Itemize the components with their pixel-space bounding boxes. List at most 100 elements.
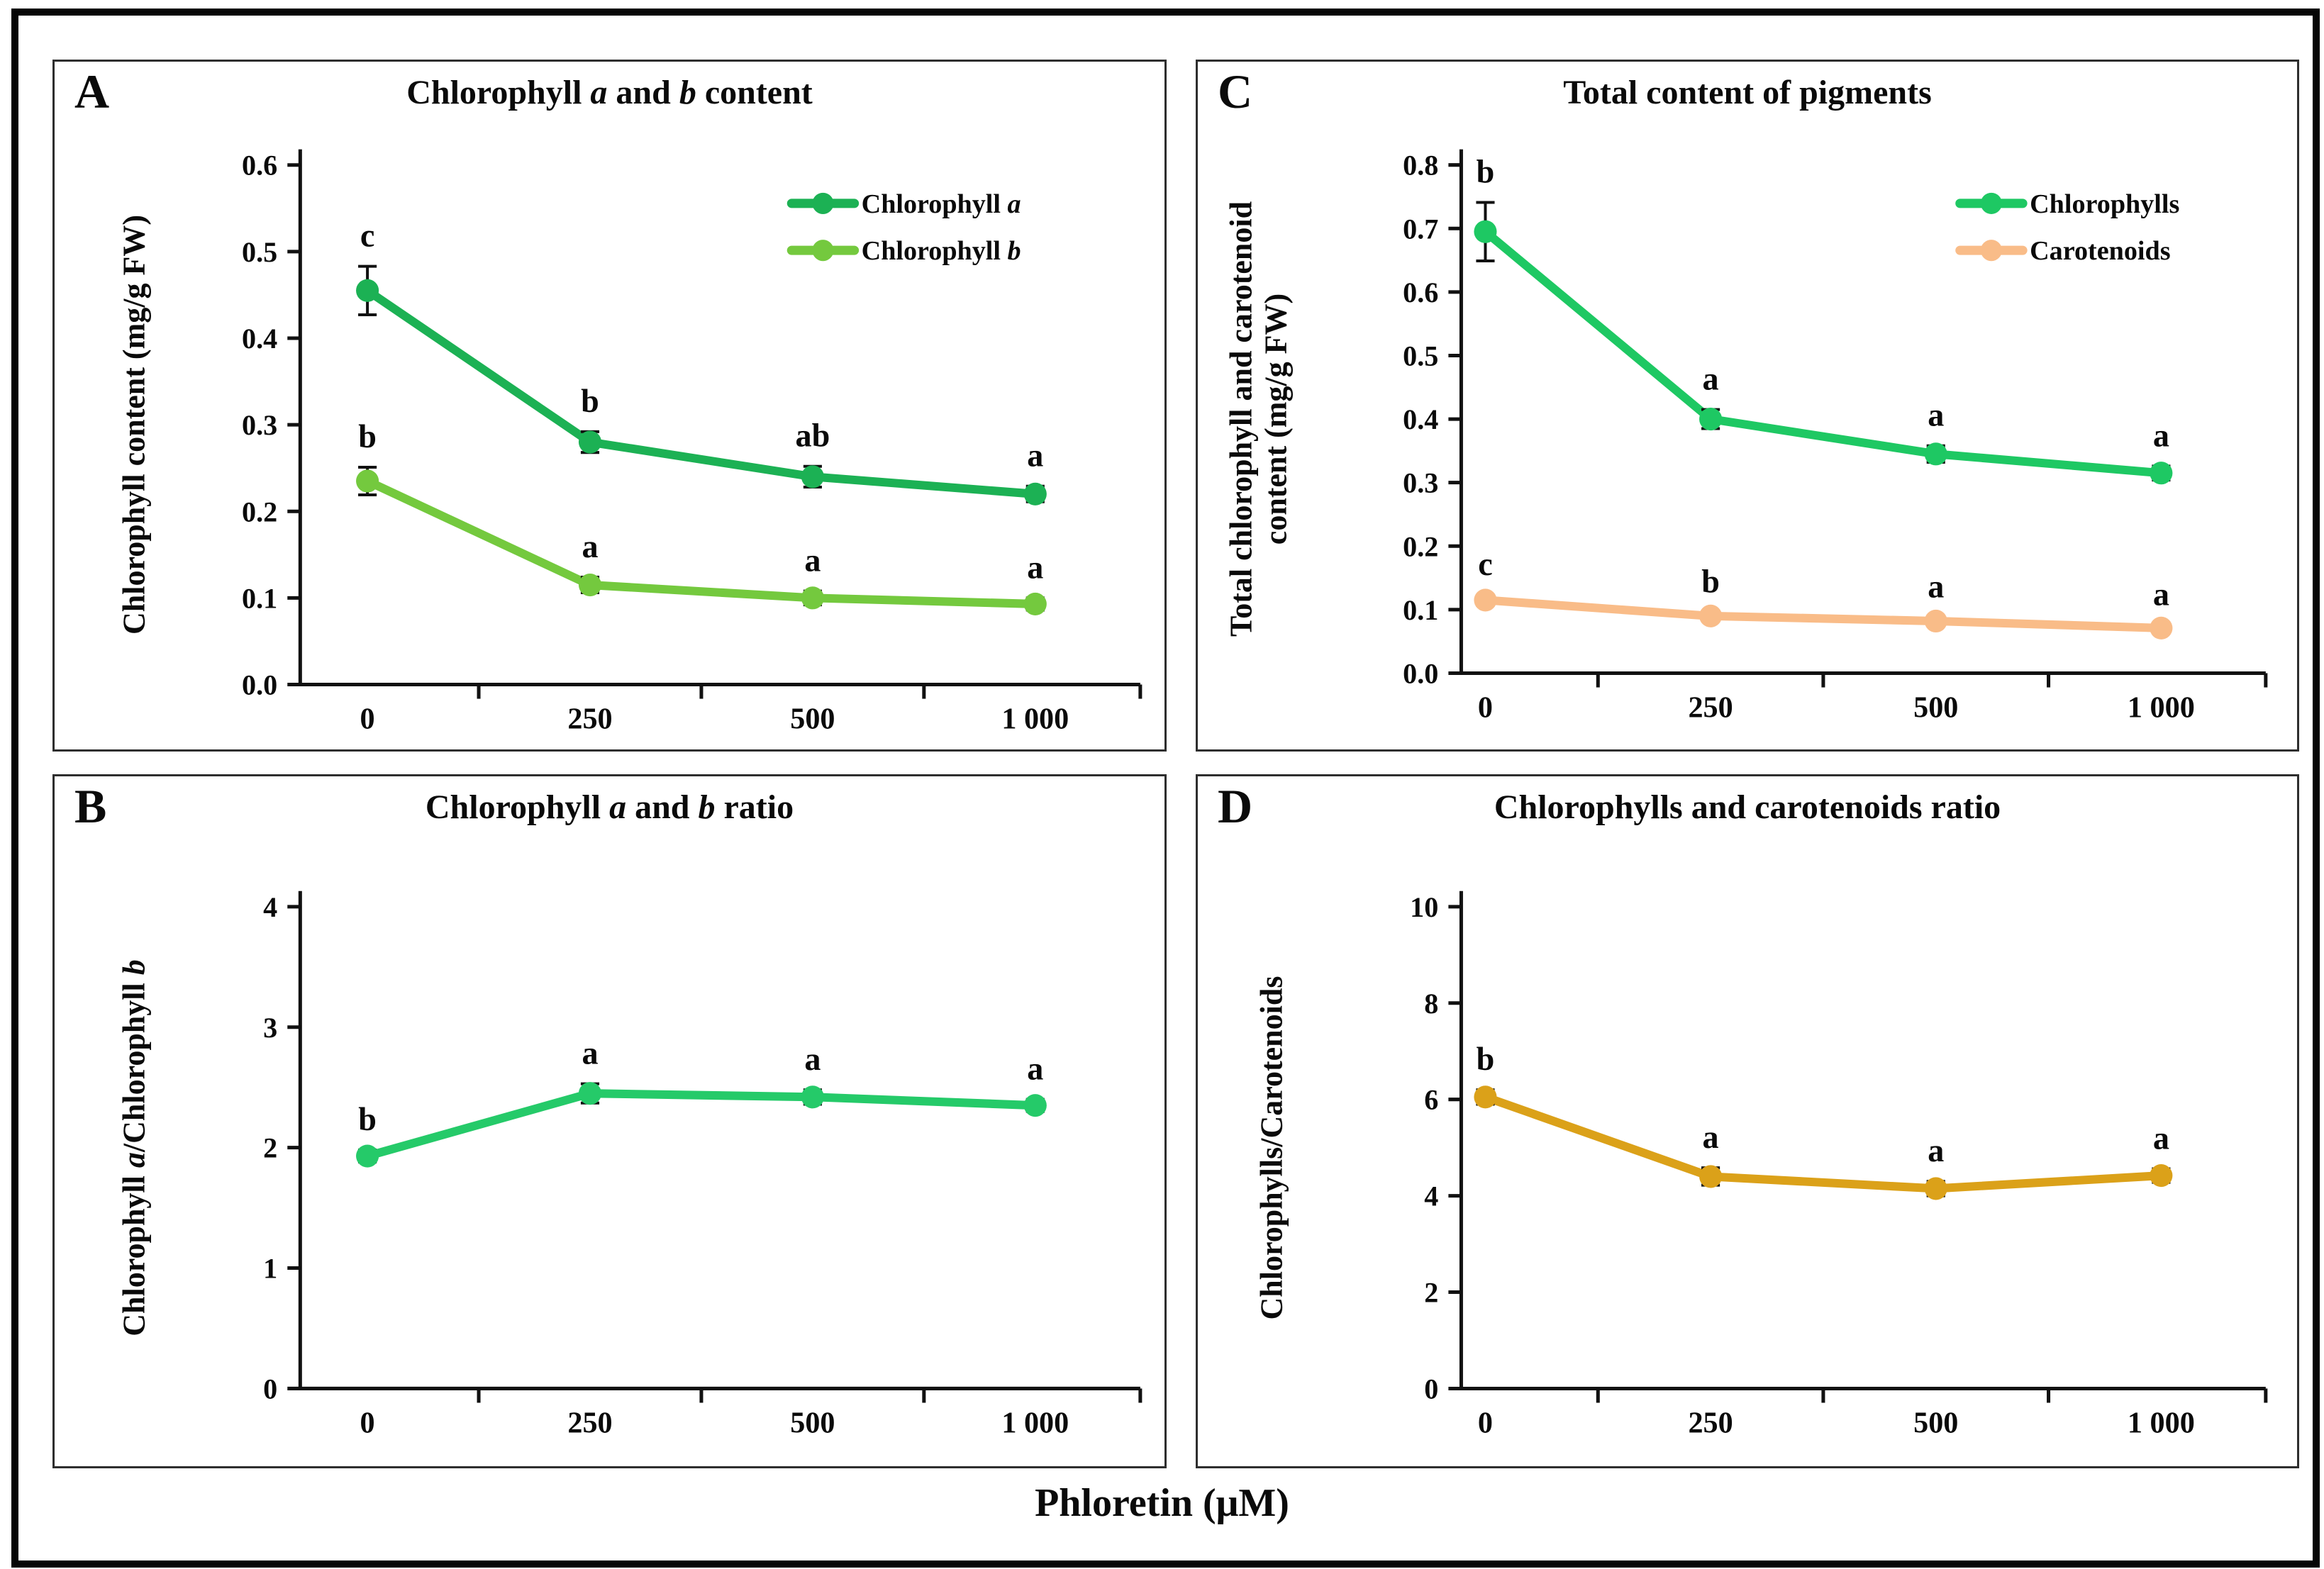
x-category-label: 500 (1913, 1407, 1958, 1440)
panel-title-c: Total content of pigments (1198, 74, 2297, 112)
data-point (1474, 588, 1497, 612)
data-point (578, 573, 602, 597)
panel-b: B Chlorophyll a and b ratio Chlorophyll … (52, 774, 1167, 1468)
x-category-label: 500 (790, 1407, 835, 1440)
y-tick-label: 0.0 (242, 669, 277, 701)
data-point (2150, 616, 2173, 640)
italic-text-segment: b (679, 74, 696, 111)
data-point (801, 586, 824, 610)
y-tick-label: 4 (263, 891, 277, 923)
panel-title-d: Chlorophylls and carotenoids ratio (1198, 788, 2297, 827)
italic-text-segment: a (609, 788, 627, 826)
y-tick-label: 0.1 (242, 582, 277, 614)
significance-letter: a (1703, 1119, 1719, 1155)
significance-letter: b (358, 1101, 377, 1137)
y-tick-label: 0.7 (1403, 213, 1438, 245)
y-tick-label: 0.2 (242, 496, 277, 527)
series-line-0 (1481, 227, 2166, 478)
text-segment: ratio (715, 788, 794, 826)
panel-letter-d: D (1218, 779, 1253, 833)
y-tick-label: 0.5 (1403, 340, 1438, 372)
data-point (1474, 1085, 1497, 1109)
data-point (1924, 442, 1947, 466)
panel-title-b: Chlorophyll a and b ratio (55, 788, 1164, 827)
y-tick-label: 0 (1424, 1373, 1438, 1405)
shared-x-axis-label: Phloretin (μM) (1035, 1481, 1289, 1525)
significance-letter: a (1027, 437, 1043, 474)
data-point (2150, 1164, 2173, 1188)
y-tick-label: 1 (263, 1253, 277, 1285)
series-line-1 (363, 476, 1040, 608)
y-tick-label: 0.8 (1403, 150, 1438, 182)
panel-title-a: Chlorophyll a and b content (55, 74, 1164, 112)
series-line-0 (1481, 1093, 2166, 1193)
data-point (1023, 482, 1047, 506)
y-tick-label: 4 (1424, 1180, 1438, 1212)
text-segment: Total content of pigments (1563, 74, 1932, 111)
y-tick-label: 6 (1424, 1084, 1438, 1116)
significance-letter: a (1027, 549, 1043, 585)
chart-c: 0.0 0.1 0.2 0.3 0.4 0.5 0.6 0.7 0.8 0 250 500 1 000 b… (1403, 149, 2268, 725)
y-tick-label: 0.2 (1403, 530, 1438, 562)
panel-d: D Chlorophylls and carotenoids ratio Chl… (1196, 774, 2299, 1468)
y-tick-label: 8 (1424, 988, 1438, 1020)
panel-letter-a: A (74, 65, 110, 118)
x-category-label: 1 000 (2128, 1407, 2195, 1440)
data-point (1023, 1094, 1047, 1117)
data-point (578, 1082, 602, 1105)
y-tick-label: 0.1 (1403, 594, 1438, 626)
panel-letter-b: B (74, 779, 107, 833)
significance-letter: b (358, 418, 377, 454)
y-tick-label: 2 (1424, 1277, 1438, 1309)
y-tick-label: 0.6 (242, 150, 277, 182)
significance-letter: b (1701, 563, 1720, 599)
significance-letter: a (1703, 361, 1719, 397)
text-segment: and (626, 788, 699, 826)
data-point (801, 1085, 824, 1109)
x-category-label: 0 (1478, 1407, 1493, 1440)
data-point (1924, 609, 1947, 633)
data-point (356, 469, 379, 493)
significance-letter: b (1477, 153, 1495, 189)
significance-letter: a (2153, 576, 2169, 612)
text-segment: Chlorophylls and carotenoids ratio (1494, 788, 2001, 826)
x-category-label: 0 (360, 1407, 375, 1440)
y-tick-label: 0.6 (1403, 277, 1438, 308)
series-line-0 (363, 286, 1040, 498)
significance-letter: a (804, 1041, 821, 1077)
y-tick-label: 0.4 (242, 323, 277, 354)
significance-letter: a (1928, 569, 1944, 605)
significance-letter: c (360, 217, 374, 253)
legend-dot-marker (1980, 192, 2002, 214)
y-tick-label: 0.3 (1403, 467, 1438, 499)
x-category-label: 0 (1478, 691, 1493, 725)
significance-letter: b (1477, 1041, 1495, 1077)
series-line-0 (363, 1089, 1040, 1161)
x-category-label: 500 (790, 703, 835, 736)
text-segment: content (696, 74, 813, 111)
y-tick-label: 10 (1410, 891, 1438, 923)
chart-a: 0.00.10.20.30.40.50.60 250 500 1 000cbababa… (242, 149, 1142, 736)
significance-letter: a (582, 1034, 598, 1071)
y-tick-label: 0.3 (242, 409, 277, 441)
text-segment: and (607, 74, 679, 111)
significance-letter: b (581, 383, 599, 419)
y-tick-label: 0.0 (1403, 658, 1438, 690)
text-segment: Chlorophyll (406, 74, 591, 111)
data-point (1023, 592, 1047, 615)
significance-letter: a (582, 528, 598, 564)
y-tick-label: 3 (263, 1012, 277, 1044)
x-category-label: 250 (567, 1407, 612, 1440)
data-point (1924, 1177, 1947, 1200)
chart-b: 0 1 2 3 4 0 250 500 1 000 b a a a (263, 890, 1142, 1440)
data-point (801, 465, 824, 488)
italic-text-segment: b (698, 788, 716, 826)
significance-letter: ab (796, 418, 830, 454)
legend-label: Chlorophyll b (862, 236, 1021, 266)
panel-letter-c: C (1218, 65, 1253, 118)
data-point (1474, 220, 1497, 243)
y-tick-label: 0 (263, 1373, 277, 1405)
legend-dot-marker (1980, 240, 2002, 262)
significance-letter: a (2153, 417, 2169, 453)
